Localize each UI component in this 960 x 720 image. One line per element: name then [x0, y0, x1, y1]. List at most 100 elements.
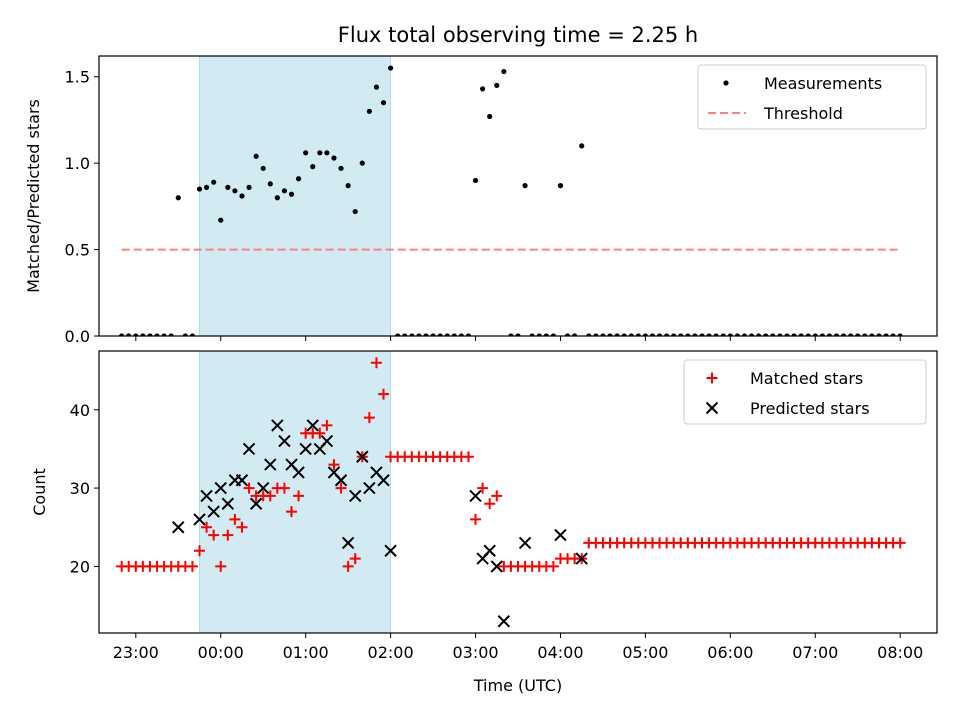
measurement-point: [770, 333, 776, 336]
measurement-point: [642, 333, 648, 336]
measurement-point: [267, 181, 273, 187]
bottom-series-predicted-stars: [172, 419, 588, 628]
x-tick-label: 05:00: [622, 643, 668, 662]
measurement-point: [635, 333, 641, 336]
matched-star-point: [894, 537, 906, 549]
measurement-point: [366, 108, 372, 114]
matched-star-point: [208, 529, 220, 541]
measurement-point: [487, 113, 493, 120]
measurement-point: [869, 333, 875, 336]
x-tick-label: 04:00: [537, 643, 583, 662]
predicted-star-point: [306, 419, 319, 432]
measurement-point: [458, 333, 464, 336]
matched-star-point: [462, 451, 474, 463]
predicted-star-point: [497, 615, 511, 628]
predicted-star-point: [384, 544, 397, 557]
top-panel: 0.0 0.5 1.0 1.5 Measurements Threshold: [65, 55, 938, 346]
top-shaded-span: [199, 55, 392, 337]
measurement-point: [550, 333, 556, 336]
predicted-star-point: [575, 552, 588, 565]
measurement-point: [154, 333, 160, 336]
measurement-point: [402, 333, 408, 336]
predicted-star-point: [356, 450, 369, 463]
measurement-point: [395, 333, 401, 336]
x-tick-label: 07:00: [792, 643, 838, 662]
predicted-star-point: [207, 505, 220, 518]
measurement-point: [189, 333, 196, 336]
measurement-point: [508, 333, 514, 336]
matched-star-point: [243, 482, 255, 494]
measurement-point: [848, 333, 854, 336]
measurement-point: [671, 333, 677, 336]
measurement-point: [211, 179, 217, 185]
measurement-point: [543, 333, 549, 336]
predicted-star-point: [469, 489, 482, 503]
measurement-point: [727, 333, 733, 336]
measurement-point: [607, 333, 613, 336]
top-y-tick-label: 1.0: [65, 154, 90, 173]
measurement-point: [593, 333, 599, 336]
measurement-point: [784, 333, 790, 336]
measurement-point: [310, 164, 316, 170]
legend-predicted-swatch: [705, 401, 719, 415]
top-legend: Measurements Threshold: [697, 64, 927, 130]
measurement-point: [465, 333, 472, 336]
predicted-star-point: [518, 536, 532, 550]
measurement-point: [409, 333, 415, 336]
measurement-point: [664, 333, 670, 336]
legend-label: Measurements: [764, 74, 882, 93]
bottom-series-matched-stars: [116, 357, 906, 572]
measurement-point: [317, 150, 323, 156]
matched-star-point: [363, 412, 375, 424]
predicted-star-point: [320, 434, 334, 448]
measurement-point: [628, 333, 634, 336]
measurement-point: [649, 333, 656, 336]
matched-star-point: [342, 560, 354, 572]
measurement-point: [685, 333, 691, 336]
predicted-star-point: [172, 521, 185, 534]
matched-star-point: [321, 419, 333, 431]
measurement-point: [572, 333, 578, 336]
measurement-point: [522, 183, 528, 189]
measurement-point: [692, 333, 698, 336]
measurement-point: [359, 160, 365, 166]
measurement-point: [777, 333, 783, 336]
matched-star-point: [264, 490, 276, 502]
top-legend-box: [697, 64, 927, 130]
legend-label: Threshold: [763, 104, 843, 123]
bottom-plot-area: [116, 357, 906, 628]
bottom-shaded-span: [199, 350, 392, 634]
x-tick-label: 23:00: [113, 643, 159, 662]
measurement-point: [126, 333, 132, 336]
measurement-point: [196, 186, 203, 192]
measurement-point: [826, 333, 833, 336]
predicted-star-point: [377, 474, 390, 487]
matched-star-point: [491, 490, 503, 502]
measurement-point: [388, 65, 394, 71]
measurement-point: [564, 333, 571, 336]
predicted-star-point: [249, 497, 263, 510]
measurement-point: [756, 333, 762, 336]
predicted-star-point: [200, 489, 213, 503]
measurement-point: [579, 143, 585, 149]
measurement-point: [883, 333, 889, 336]
predicted-star-point: [292, 466, 305, 479]
bottom-y-axis-label: Count: [30, 468, 49, 516]
x-tick-label: 00:00: [198, 643, 244, 662]
matched-star-point: [215, 560, 227, 572]
measurement-point: [182, 333, 188, 336]
matched-star-point: [335, 482, 347, 494]
measurement-point: [303, 150, 309, 156]
bottom-axes-frame: [98, 350, 938, 634]
top-series-measurements: [119, 65, 903, 336]
measurement-point: [437, 333, 443, 336]
measurement-point: [338, 165, 344, 171]
x-tick-label: 02:00: [368, 643, 414, 662]
matched-star-point: [470, 513, 482, 525]
x-tick-label: 08:00: [877, 643, 923, 662]
measurement-point: [791, 333, 797, 336]
measurement-point: [380, 100, 387, 106]
matched-star-point: [293, 490, 305, 502]
measurement-point: [133, 333, 139, 336]
